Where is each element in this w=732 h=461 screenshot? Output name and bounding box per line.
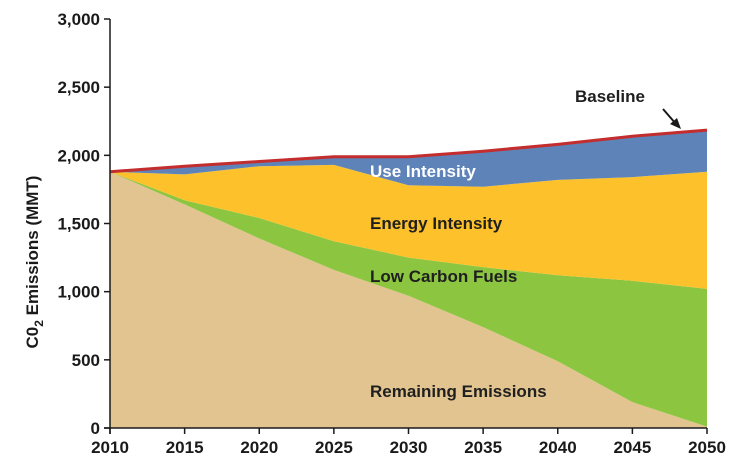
area-series-group [110, 130, 707, 428]
annotation-low-carbon-fuels: Low Carbon Fuels [370, 267, 517, 286]
tick-labels-group: 0 500 1,000 1,500 2,000 2,500 3,000 2010 2015 202… [57, 10, 725, 457]
x-tick-label: 2045 [613, 438, 651, 457]
baseline-line [109, 128, 708, 174]
area-use-intensity [110, 130, 707, 187]
y-tick-label: 500 [72, 351, 100, 370]
x-tick-label: 2040 [539, 438, 577, 457]
baseline-arrow-head [670, 118, 681, 129]
y-axis-label-main: C0 [23, 327, 42, 349]
y-tick-label: 3,000 [57, 10, 100, 29]
y-axis-label-subscript: 2 [32, 320, 46, 327]
annotation-energy-intensity: Energy Intensity [370, 214, 503, 233]
y-axis-label: C02 Emissions (MMT) [23, 176, 46, 349]
x-tick-label: 2010 [91, 438, 129, 457]
baseline-group [109, 128, 708, 174]
y-tick-label: 2,500 [57, 78, 100, 97]
y-tick-label: 0 [91, 419, 100, 438]
x-tick-label: 2025 [315, 438, 353, 457]
x-tick-label: 2015 [166, 438, 204, 457]
y-tick-label: 1,000 [57, 283, 100, 302]
annotation-baseline: Baseline [575, 87, 645, 106]
x-tick-label: 2035 [464, 438, 502, 457]
x-tick-label: 2030 [390, 438, 428, 457]
y-axis-label-rest: Emissions (MMT) [23, 176, 42, 321]
x-tick-label: 2050 [688, 438, 726, 457]
axes-group [104, 18, 708, 434]
y-tick-label: 1,500 [57, 215, 100, 234]
y-tick-label: 2,000 [57, 146, 100, 165]
annotation-remaining-emissions: Remaining Emissions [370, 382, 547, 401]
area-remaining-emissions [110, 171, 707, 428]
annotation-use-intensity: Use Intensity [370, 162, 476, 181]
area-low-carbon-fuels [110, 171, 707, 427]
x-tick-label: 2020 [240, 438, 278, 457]
area-energy-intensity [110, 164, 707, 289]
